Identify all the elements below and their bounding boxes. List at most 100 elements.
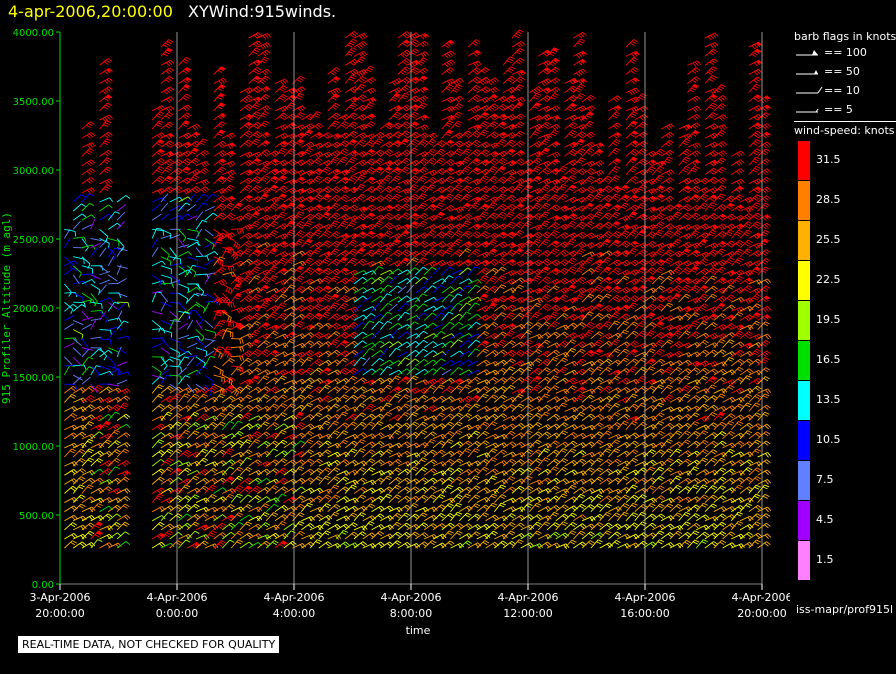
speed-swatch bbox=[798, 341, 810, 380]
wind-barb bbox=[90, 521, 103, 531]
wind-barb bbox=[81, 457, 95, 467]
wind-barb bbox=[99, 533, 114, 540]
wind-barb bbox=[72, 320, 84, 326]
wind-barb bbox=[99, 86, 113, 95]
wind-barb bbox=[90, 218, 96, 230]
wind-barb bbox=[81, 316, 93, 321]
wind-barb bbox=[72, 415, 87, 422]
speed-swatch bbox=[798, 461, 810, 500]
barb-legend: == 100 == 50 == 10 == 5 bbox=[794, 43, 896, 119]
speed-level-label: 19.5 bbox=[816, 313, 841, 326]
y-ticks: 0.00 500.00 1000.00 1500.00 2000.00 2500.00 30… bbox=[13, 28, 60, 591]
wind-barb bbox=[99, 197, 114, 203]
wind-barb bbox=[90, 450, 104, 458]
x-tick-date: 4-Apr-2006 bbox=[146, 591, 207, 604]
y-tick-label: 0.00 bbox=[32, 580, 54, 591]
wind-barb bbox=[64, 283, 72, 297]
wind-barb bbox=[64, 448, 77, 458]
wind-barb bbox=[72, 194, 86, 203]
wind-barb bbox=[72, 347, 82, 356]
y-tick-label: 3000.00 bbox=[13, 166, 54, 177]
legend-divider bbox=[794, 121, 896, 122]
wind-barb bbox=[90, 336, 102, 340]
wind-barb bbox=[72, 406, 87, 412]
wind-barb bbox=[99, 386, 113, 394]
speed-swatch bbox=[798, 541, 810, 580]
header-product: XYWind:915winds. bbox=[188, 2, 337, 21]
wind-barb bbox=[72, 468, 87, 476]
wind-barb bbox=[99, 131, 113, 139]
speed-swatch bbox=[798, 421, 810, 460]
wind-barb bbox=[64, 301, 74, 315]
wind-barb bbox=[81, 132, 96, 139]
wind-barb bbox=[72, 338, 82, 347]
wind-barb bbox=[72, 274, 80, 285]
wind-barb bbox=[72, 524, 87, 531]
wind-barb bbox=[99, 228, 109, 242]
wind-barb bbox=[81, 376, 91, 385]
wind-barb bbox=[90, 242, 101, 248]
wind-barb bbox=[81, 477, 96, 485]
wind-barb bbox=[81, 530, 95, 540]
speed-swatch bbox=[798, 381, 810, 420]
wind-barb bbox=[81, 202, 95, 212]
barb-symbol bbox=[796, 108, 819, 113]
wind-barb bbox=[99, 102, 112, 112]
barb-symbol bbox=[796, 50, 818, 56]
wind-barb bbox=[99, 338, 112, 345]
wind-barb bbox=[64, 413, 78, 421]
speed-swatch bbox=[798, 301, 810, 340]
wind-barb bbox=[64, 364, 76, 367]
barb-legend-item: == 10 bbox=[794, 81, 896, 100]
wind-barb bbox=[81, 395, 95, 403]
wind-barb bbox=[81, 292, 92, 304]
y-tick-label: 2500.00 bbox=[13, 235, 54, 246]
wind-barb bbox=[99, 77, 113, 85]
header-datetime: 4-apr-2006,20:00:00 bbox=[8, 2, 173, 21]
speed-scale: 31.5 28.5 25.5 22.5 19.5 16.5 13.5 10.5 7.5 4.5 1.… bbox=[794, 141, 896, 580]
barb-legend-title: barb flags in knots bbox=[794, 30, 896, 43]
wind-barb bbox=[99, 247, 107, 257]
speed-level-label: 7.5 bbox=[816, 473, 834, 486]
speed-swatch bbox=[798, 261, 810, 300]
wind-barb bbox=[64, 237, 71, 248]
legend-panel: barb flags in knots == 100 == 50 == 10 =… bbox=[794, 30, 896, 580]
wind-barb bbox=[99, 157, 112, 166]
x-tick-time: 20:00:00 bbox=[35, 607, 84, 620]
wind-barb bbox=[72, 458, 86, 467]
wind-barb-chart: 0.00 500.00 1000.00 1500.00 2000.00 2500.00 30… bbox=[0, 28, 790, 637]
y-tick-label: 4000.00 bbox=[13, 28, 54, 39]
wind-barb bbox=[81, 238, 89, 252]
speed-level-label: 31.5 bbox=[816, 153, 841, 166]
barb-legend-label: == 50 bbox=[824, 65, 860, 78]
wind-barb bbox=[72, 374, 84, 381]
wind-barb bbox=[72, 476, 86, 485]
x-tick-date: 4-Apr-2006 bbox=[263, 591, 324, 604]
wind-barb bbox=[99, 178, 114, 186]
barb-legend-label: == 100 bbox=[824, 46, 867, 59]
y-tick-label: 1000.00 bbox=[13, 442, 54, 453]
wind-barb bbox=[81, 414, 96, 421]
barb-legend-item: == 50 bbox=[794, 62, 896, 81]
x-tick-date: 4-Apr-2006 bbox=[731, 591, 790, 604]
wind-barb bbox=[99, 329, 112, 336]
wind-barb bbox=[99, 120, 112, 130]
wind-barb bbox=[90, 503, 103, 512]
wind-barb bbox=[90, 365, 100, 378]
wind-barb bbox=[90, 539, 103, 549]
wind-barb bbox=[99, 279, 110, 285]
wind-barb bbox=[73, 256, 85, 265]
wind-barb bbox=[81, 338, 89, 352]
speed-level-label: 13.5 bbox=[816, 393, 841, 406]
y-tick-label: 3500.00 bbox=[13, 97, 54, 108]
wind-barb bbox=[99, 204, 113, 212]
wind-barb bbox=[81, 265, 94, 274]
wind-barb bbox=[64, 533, 78, 540]
wind-barb bbox=[64, 267, 78, 276]
wind-barb bbox=[72, 503, 86, 513]
x-tick-time: 4:00:00 bbox=[273, 607, 315, 620]
wind-barb bbox=[99, 213, 113, 221]
wind-barb bbox=[99, 513, 113, 522]
wind-barb bbox=[64, 522, 78, 531]
wind-barb bbox=[81, 348, 90, 358]
